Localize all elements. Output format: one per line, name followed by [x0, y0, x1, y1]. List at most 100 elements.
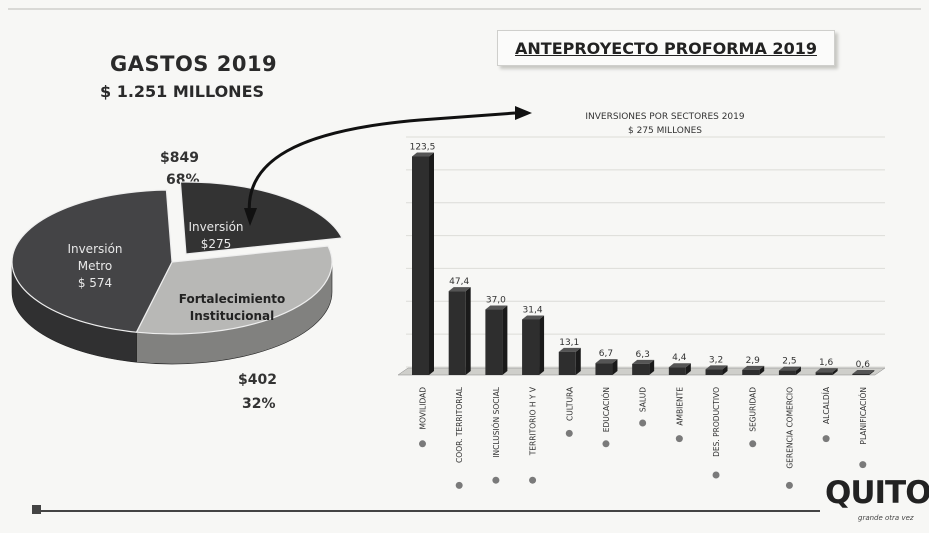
category-label: AMBIENTE — [675, 387, 684, 426]
category-label-group: INCLUSIÓN SOCIAL — [492, 386, 501, 484]
bar — [705, 369, 723, 375]
bar — [448, 291, 466, 375]
bar — [815, 372, 833, 375]
quito-tagline: grande otra vez — [858, 514, 914, 522]
category-label-group: TERRITORIO H Y V — [529, 386, 538, 484]
pie-slice-1 — [135, 245, 333, 335]
category-label-group: COOR. TERRITORIAL — [455, 386, 464, 489]
bar — [632, 363, 650, 375]
bar-side — [869, 369, 875, 375]
chart-grid — [406, 136, 885, 368]
bar-value-label: 2,5 — [782, 357, 796, 367]
lower-amount: $402 — [238, 372, 277, 388]
category-bullet — [565, 429, 573, 437]
category-bullet — [602, 440, 610, 448]
bar — [412, 156, 429, 375]
category-bullet — [822, 435, 830, 443]
link-arrow-head — [515, 106, 532, 120]
bar-side — [759, 365, 765, 375]
category-label: COOR. TERRITORIAL — [455, 386, 464, 463]
bar-top — [485, 305, 508, 310]
bar-side — [795, 366, 801, 375]
bar-side — [685, 363, 691, 375]
quito-logo: QUITO — [825, 475, 929, 511]
bar-side — [465, 287, 471, 375]
category-label: GERENCIA COMERCIO — [785, 387, 794, 469]
pie-slice-0 — [179, 181, 343, 255]
bar-value-label: 3,2 — [709, 355, 723, 365]
bottom-square — [32, 505, 41, 514]
category-label-group: EDUCACIÓN — [602, 387, 611, 448]
category-bullet — [712, 471, 720, 479]
category-label: PLANIFICACIÓN — [859, 387, 868, 445]
link-arrow — [247, 111, 516, 219]
bar-top — [448, 287, 471, 292]
pie-label-metro-1: Inversión — [67, 242, 122, 256]
pie-label-inversion: Inversión — [188, 220, 243, 234]
category-label-group: GERENCIA COMERCIO — [785, 387, 794, 489]
chart-subtitle: $ 275 MILLONES — [628, 126, 702, 136]
bar-value-label: 31,4 — [523, 305, 543, 315]
chart-title-block: INVERSIONES POR SECTORES 2019 $ 275 MILL… — [540, 110, 790, 138]
category-label-group: AMBIENTE — [675, 387, 684, 443]
category-label-group: PLANIFICACIÓN — [859, 387, 868, 469]
bar-side — [722, 365, 728, 375]
gastos-title: GASTOS 2019 — [110, 52, 278, 76]
pie-label-institucional: Institucional — [190, 309, 275, 323]
bar-side — [502, 305, 508, 375]
category-label-group: SALUD — [639, 387, 648, 427]
bar-top — [595, 359, 618, 364]
category-label-group: DES. PRODUCTIVO — [712, 387, 721, 479]
bar-top — [522, 315, 545, 320]
category-bullet — [529, 476, 537, 484]
bar-value-label: 47,4 — [449, 277, 469, 287]
bar-side — [832, 368, 838, 375]
bar-value-label: 2,9 — [746, 356, 761, 366]
category-label-group: SEGURIDAD — [749, 387, 758, 448]
bar-top — [705, 365, 728, 370]
bar-side — [539, 315, 545, 375]
category-bullet — [492, 476, 500, 484]
category-bullet — [749, 440, 757, 448]
category-label: TERRITORIO H Y V — [529, 386, 538, 456]
bottom-bar — [40, 510, 820, 512]
category-label: SEGURIDAD — [749, 387, 758, 432]
pie-label-inversion-value: $275 — [201, 237, 232, 251]
bar-top — [632, 359, 655, 364]
category-label: CULTURA — [565, 386, 574, 421]
pie-label-metro-value: $ 574 — [78, 276, 112, 290]
category-label: INCLUSIÓN SOCIAL — [492, 386, 501, 457]
bar-value-label: 1,6 — [819, 358, 834, 368]
bar-top — [742, 365, 765, 370]
bar-value-label: 6,3 — [635, 350, 649, 360]
bar-value-label: 4,4 — [672, 353, 687, 363]
link-arrow-tail-head — [244, 208, 257, 226]
bar — [742, 369, 760, 375]
category-label: MOVILIDAD — [419, 387, 428, 430]
bar-side — [429, 152, 434, 375]
bar-value-label: 37,0 — [486, 296, 506, 306]
bar-value-label: 0,6 — [856, 360, 871, 370]
bar — [595, 363, 613, 375]
bar-value-label: 6,7 — [599, 349, 613, 359]
category-bullet — [785, 481, 793, 489]
category-label: SALUD — [639, 387, 648, 412]
pie-label-metro-2: Metro — [78, 259, 112, 273]
category-label: EDUCACIÓN — [602, 387, 611, 432]
bar — [852, 373, 870, 375]
pie-label-fortalecimiento: Fortalecimiento — [179, 292, 285, 306]
proforma-title: ANTEPROYECTO PROFORMA 2019 — [497, 30, 835, 66]
bar — [668, 367, 686, 375]
bar-top — [778, 366, 801, 371]
category-bullet — [419, 440, 426, 448]
category-label: ALCALDÍA — [822, 386, 831, 424]
bar-value-label: 123,5 — [410, 143, 436, 153]
bar-side — [649, 359, 655, 375]
bar-top — [668, 363, 691, 368]
bar-top — [852, 369, 875, 374]
bar-top — [815, 368, 838, 373]
bar-top — [412, 152, 434, 157]
gastos-total: $ 1.251 MILLONES — [100, 82, 265, 101]
